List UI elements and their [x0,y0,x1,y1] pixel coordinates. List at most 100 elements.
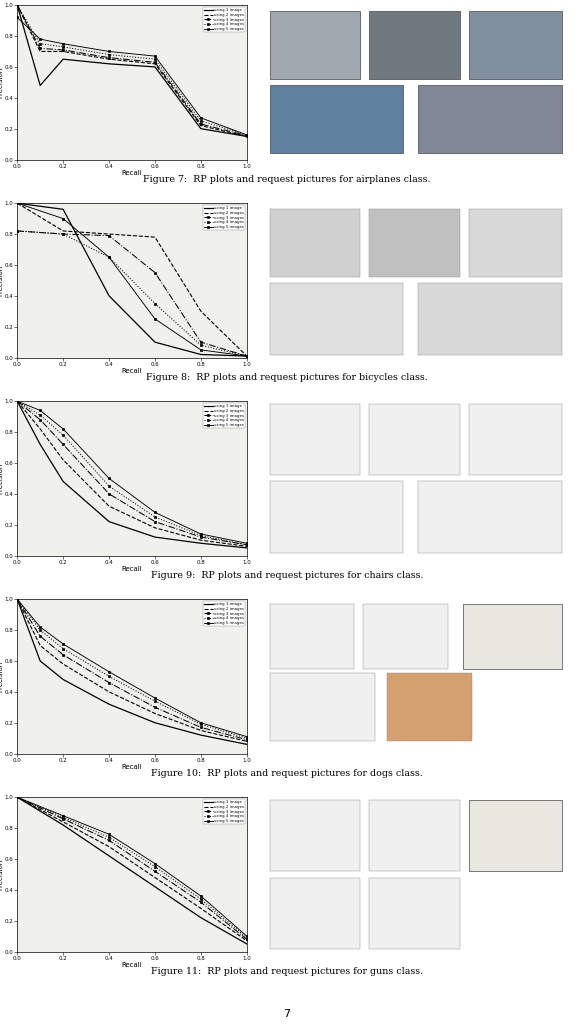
FancyBboxPatch shape [370,11,460,79]
using 5 images [37,33,44,45]
using 3 images [37,630,44,642]
using 2 images [243,541,250,553]
using 1 image [37,438,44,450]
using 1 image [197,537,204,549]
using 2 images [60,225,67,237]
Line: using 2 images: using 2 images [17,599,247,741]
using 5 images [243,731,250,743]
using 2 images [106,500,113,512]
using 4 images [14,791,21,803]
using 4 images [14,593,21,605]
using 3 images [106,51,113,64]
Line: using 1 image: using 1 image [17,599,247,745]
Legend: using 1 image, using 2 images, using 3 images, using 4 images, using 5 images: using 1 image, using 2 images, using 3 i… [203,601,245,626]
using 4 images [106,670,113,682]
using 2 images [152,57,158,70]
using 3 images [37,42,44,54]
FancyBboxPatch shape [270,481,402,553]
using 5 images [60,810,67,822]
using 4 images [37,624,44,636]
using 1 image [243,130,250,143]
using 5 images [243,537,250,549]
using 2 images [152,707,158,719]
using 2 images [243,130,250,143]
using 1 image [152,530,158,543]
using 2 images [243,935,250,947]
using 3 images [106,834,113,846]
FancyBboxPatch shape [370,877,460,949]
using 4 images [60,41,67,53]
using 4 images [197,115,204,127]
using 3 images [152,56,158,69]
using 3 images [14,395,21,407]
FancyBboxPatch shape [270,673,375,741]
Y-axis label: Precision: Precision [0,265,3,295]
Line: using 4 images: using 4 images [16,230,248,357]
X-axis label: Recall: Recall [122,764,142,771]
Text: Figure 7:  RP plots and request pictures for airplanes class.: Figure 7: RP plots and request pictures … [144,174,430,184]
using 3 images [106,487,113,500]
FancyBboxPatch shape [418,283,562,355]
Line: using 4 images: using 4 images [16,4,248,136]
Text: 7: 7 [284,1009,290,1019]
using 3 images [152,865,158,877]
using 5 images [106,251,113,264]
using 2 images [197,305,204,317]
Line: using 5 images: using 5 images [16,202,248,357]
using 1 image [197,349,204,361]
using 4 images [197,718,204,731]
FancyBboxPatch shape [270,11,360,79]
using 1 image [106,289,113,302]
using 2 images [152,521,158,534]
using 5 images [14,197,21,209]
using 1 image [60,819,67,831]
Line: using 5 images: using 5 images [16,16,248,136]
using 1 image [14,197,21,209]
using 4 images [197,893,204,905]
Line: using 2 images: using 2 images [17,203,247,356]
Line: using 1 image: using 1 image [17,203,247,356]
using 4 images [14,0,21,11]
using 4 images [60,228,67,240]
Line: using 1 image: using 1 image [17,5,247,136]
using 1 image [14,0,21,11]
using 5 images [37,621,44,633]
using 2 images [106,685,113,698]
using 5 images [152,858,158,870]
using 2 images [152,231,158,243]
X-axis label: Recall: Recall [122,566,142,573]
using 4 images [243,350,250,362]
using 4 images [37,409,44,422]
using 5 images [14,395,21,407]
Text: Figure 11:  RP plots and request pictures for guns class.: Figure 11: RP plots and request pictures… [151,966,423,976]
using 2 images [37,639,44,652]
FancyBboxPatch shape [469,11,562,79]
using 1 image [243,542,250,554]
using 3 images [243,350,250,362]
X-axis label: Recall: Recall [122,170,142,176]
using 1 image [14,791,21,803]
FancyBboxPatch shape [418,481,562,553]
FancyBboxPatch shape [363,604,448,669]
using 2 images [14,791,21,803]
Line: using 3 images: using 3 images [16,400,248,546]
using 5 images [152,50,158,63]
Line: using 4 images: using 4 images [16,796,248,939]
FancyBboxPatch shape [370,209,460,277]
using 1 image [37,79,44,91]
using 5 images [197,890,204,902]
Y-axis label: Precision: Precision [0,859,3,890]
using 3 images [197,118,204,130]
using 2 images [106,53,113,66]
using 2 images [106,840,113,853]
Line: using 1 image: using 1 image [17,797,247,944]
using 3 images [60,228,67,240]
FancyBboxPatch shape [387,673,472,741]
using 4 images [243,539,250,551]
using 5 images [197,344,204,356]
Text: Figure 10:  RP plots and request pictures for dogs class.: Figure 10: RP plots and request pictures… [151,768,423,778]
using 3 images [243,539,250,551]
Line: using 5 images: using 5 images [16,796,248,938]
using 3 images [243,734,250,746]
FancyBboxPatch shape [469,800,562,871]
